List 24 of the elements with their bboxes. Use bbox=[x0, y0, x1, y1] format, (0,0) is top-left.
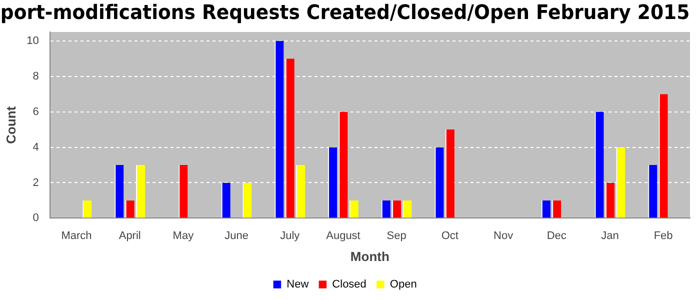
y-axis-title: Count bbox=[3, 106, 18, 144]
legend-label: Closed bbox=[332, 278, 366, 291]
x-tick-label: August bbox=[326, 230, 360, 242]
chart-title: port-modifications Requests Created/Closed/Open February 2015 bbox=[0, 0, 690, 24]
legend-label: Open bbox=[390, 278, 417, 291]
y-tick-label: 2 bbox=[32, 176, 39, 189]
x-axis-title: Month bbox=[350, 248, 390, 264]
y-tick-label: 10 bbox=[26, 34, 39, 47]
legend-label: New bbox=[286, 278, 309, 291]
x-tick-label: Dec bbox=[546, 230, 567, 242]
x-tick-label: Jan bbox=[601, 230, 619, 242]
y-tick-label: 8 bbox=[32, 70, 39, 82]
y-tick-label: 0 bbox=[32, 212, 39, 224]
x-tick-label: May bbox=[172, 230, 194, 242]
x-tick-label: July bbox=[280, 230, 300, 242]
x-tick-label: Nov bbox=[494, 230, 514, 242]
x-tick-label: Sep bbox=[386, 230, 406, 242]
x-tick-label: Feb bbox=[654, 230, 673, 242]
x-tick-label: June bbox=[224, 230, 248, 242]
x-tick-label: March bbox=[61, 230, 92, 242]
y-tick-label: 4 bbox=[32, 141, 39, 154]
y-tick-label: 6 bbox=[32, 106, 39, 118]
x-tick-label: Oct bbox=[441, 230, 458, 242]
x-tick-label: April bbox=[118, 230, 141, 242]
